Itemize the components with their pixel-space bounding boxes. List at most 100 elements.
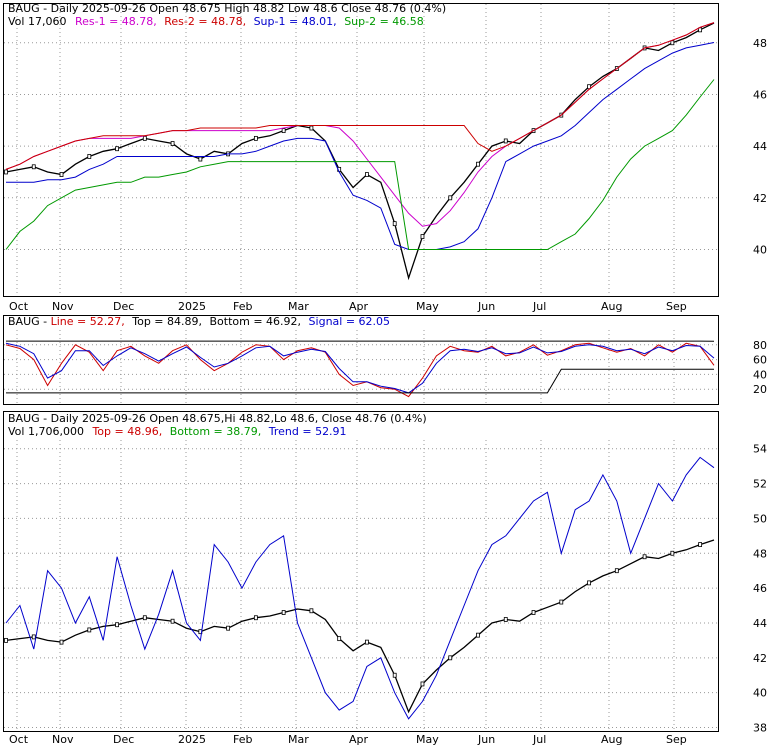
x-tick-label: Sep	[666, 300, 687, 313]
price-bar	[393, 673, 396, 677]
x-tick-label: Apr	[349, 300, 369, 313]
x-tick-label: Mar	[288, 733, 309, 745]
x-tick-label: Feb	[233, 300, 252, 313]
y-tick-label: 40	[753, 368, 767, 381]
bottom3-legend: Bottom = 38.79,	[170, 425, 262, 438]
y-tick-label: 54	[753, 443, 767, 456]
line-legend: Line = 52.27,	[51, 315, 125, 328]
trend-panel-title: BAUG - Daily 2025-09-26 Open 48.675,Hi 4…	[8, 412, 427, 425]
x-tick-label: Feb	[233, 733, 252, 745]
y-tick-label: 46	[753, 88, 767, 101]
y-tick-label: 50	[753, 512, 767, 525]
x-tick-label: May	[416, 300, 439, 313]
x-tick-label: 2025	[178, 300, 206, 313]
y-tick-label: 46	[753, 582, 767, 595]
x-tick-label: Jun	[477, 733, 495, 745]
y-tick-label: 42	[753, 652, 767, 665]
vol-readout: Vol 17,060	[8, 15, 66, 28]
price-bar	[588, 581, 591, 585]
price-bar	[615, 569, 618, 573]
res1-legend: Res-1 = 48.78,	[75, 15, 157, 28]
price-bar	[671, 41, 674, 45]
top-legend: Top = 84.89,	[131, 315, 202, 328]
y-tick-label: 48	[753, 547, 767, 560]
price-bar	[282, 611, 285, 615]
price-bar	[365, 640, 368, 644]
x-tick-label: Sep	[666, 733, 687, 745]
signal-legend: Signal = 62.05	[309, 315, 391, 328]
price-bar	[254, 136, 257, 140]
price-bar	[393, 222, 396, 226]
x-tick-label: 2025	[178, 733, 206, 745]
price-bar	[643, 555, 646, 559]
price-bar	[310, 609, 313, 613]
price-bar	[5, 638, 8, 642]
y-tick-label: 44	[753, 617, 767, 630]
price-bar	[421, 235, 424, 239]
x-tick-label: Dec	[113, 733, 134, 745]
price-bar	[116, 147, 119, 151]
price-bar	[171, 142, 174, 146]
x-tick-label: Nov	[52, 733, 74, 745]
y-tick-label: 44	[753, 140, 767, 153]
price-bar	[171, 619, 174, 623]
price-bar	[88, 628, 91, 632]
trend-legend: Trend = 52.91	[268, 425, 347, 438]
price-bar	[32, 165, 35, 169]
x-tick-label: Jun	[477, 300, 495, 313]
price-bar	[60, 173, 63, 177]
y-tick-label: 40	[753, 687, 767, 700]
price-bar	[699, 543, 702, 547]
res2-legend: Res-2 = 48.78,	[164, 15, 246, 28]
price-bar	[365, 173, 368, 177]
x-tick-label: Aug	[601, 733, 622, 745]
price-bar	[560, 600, 563, 604]
x-tick-label: Jul	[532, 300, 546, 313]
trend-panel	[4, 412, 719, 732]
y-tick-label: 80	[753, 339, 767, 352]
vol3-readout: Vol 1,706,000	[8, 425, 84, 438]
y-tick-label: 60	[753, 354, 767, 367]
x-tick-label: Apr	[349, 733, 369, 745]
price-bar	[143, 136, 146, 140]
price-bar	[143, 616, 146, 620]
price-bar	[504, 139, 507, 143]
y-tick-label: 42	[753, 192, 767, 205]
price-bar	[338, 637, 341, 641]
top3-legend: Top = 48.96,	[91, 425, 162, 438]
price-bar	[504, 617, 507, 621]
price-bar	[254, 616, 257, 620]
y-tick-label: 40	[753, 243, 767, 256]
price-bar	[310, 126, 313, 130]
y-tick-label: 38	[753, 722, 767, 735]
sup1-legend: Sup-1 = 48.01,	[254, 15, 337, 28]
x-tick-label: May	[416, 733, 439, 745]
price-bar	[227, 626, 230, 630]
x-tick-label: Oct	[9, 300, 29, 313]
x-tick-label: Aug	[601, 300, 622, 313]
oscillator-legend: BAUG - Line = 52.27, Top = 84.89, Bottom…	[8, 315, 390, 328]
price-bar	[5, 170, 8, 174]
price-bar	[477, 162, 480, 166]
price-bar	[449, 656, 452, 660]
x-tick-label: Dec	[113, 300, 134, 313]
sup2-legend: Sup-2 = 46.58	[344, 15, 424, 28]
x-tick-label: Mar	[288, 300, 309, 313]
x-tick-label: Nov	[52, 300, 74, 313]
price-bar	[421, 682, 424, 686]
x-tick-label: Oct	[9, 733, 29, 745]
y-tick-label: 52	[753, 478, 767, 491]
y-tick-label: 20	[753, 383, 767, 396]
price-bar	[199, 157, 202, 161]
price-bar	[532, 611, 535, 615]
bottom-legend: Bottom = 46.92,	[210, 315, 302, 328]
price-bar	[60, 640, 63, 644]
y-tick-label: 48	[753, 37, 767, 50]
trend-panel-legend: Vol 1,706,000 Top = 48.96, Bottom = 38.7…	[8, 425, 347, 438]
osc-prefix: BAUG -	[8, 315, 51, 328]
price-panel-title: BAUG - Daily 2025-09-26 Open 48.675 High…	[8, 2, 446, 15]
price-bar	[477, 633, 480, 637]
price-bar	[282, 129, 285, 133]
price-bar	[671, 551, 674, 555]
